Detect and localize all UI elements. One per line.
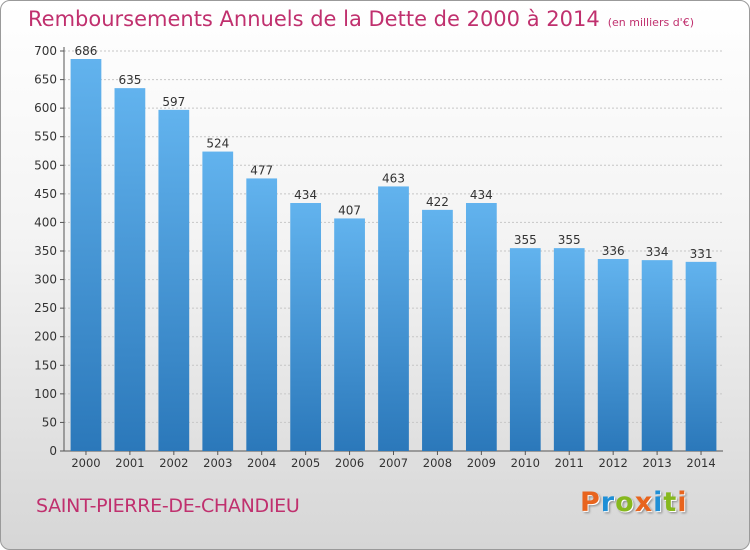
proxiti-logo: Proxiti [580,487,688,518]
y-tick-label: 700 [34,44,57,58]
chart-title-text: Remboursements Annuels de la Dette de 20… [28,7,600,31]
y-tick-label: 500 [34,158,57,172]
data-label: 524 [206,137,229,151]
x-tick-label: 2007 [379,456,408,470]
x-tick-label: 2012 [599,456,628,470]
logo-letter: t [663,487,678,518]
y-tick-label: 0 [49,444,57,458]
data-label: 434 [470,188,493,202]
bars [70,59,717,452]
bar [465,203,497,451]
y-tick-label: 100 [34,387,57,401]
x-tick-label: 2014 [686,456,715,470]
data-label: 336 [602,244,625,258]
bar [158,109,190,451]
bar [202,151,234,452]
y-tick-label: 650 [34,73,57,87]
data-label: 334 [646,245,669,259]
y-tick-label: 50 [42,415,57,429]
bar [70,59,102,451]
y-tick-label: 550 [34,130,57,144]
logo-letter: r [600,487,616,518]
y-tick-labels: 0 50 100 150 200 250 300 350 400 450 500 550 600 650 7… [34,44,57,458]
x-tick-label: 2006 [335,456,364,470]
bar [334,218,365,451]
x-tick-labels: 2000 2001 2002 2003 2004 2005 2006 2007 2008 2009… [71,456,715,470]
x-tick-label: 2008 [423,456,452,470]
data-labels: 686 635 597 524 477 434 407 463 422 434 355 355 336 3… [75,44,713,261]
y-tick-label: 200 [34,330,57,344]
data-label: 355 [514,233,537,247]
bar [290,203,322,451]
data-label: 331 [690,247,713,261]
logo-letter: P [580,487,601,518]
commune-name: SAINT-PIERRE-DE-CHANDIEU [36,495,300,517]
data-label: 422 [426,195,449,209]
data-label: 635 [118,73,141,87]
y-tick-label: 150 [34,358,57,372]
bar [641,260,673,451]
x-tick-label: 2009 [467,456,496,470]
data-label: 477 [250,163,273,177]
bar [509,248,541,451]
x-tick-label: 2001 [115,456,144,470]
x-tick-label: 2011 [555,456,584,470]
bar [378,186,409,451]
x-tick-label: 2002 [159,456,188,470]
x-tick-label: 2013 [642,456,671,470]
bar [114,88,146,452]
data-label: 355 [558,233,581,247]
data-label: 597 [162,95,185,109]
y-tick-label: 400 [34,215,57,229]
chart-title: Remboursements Annuels de la Dette de 20… [28,7,694,31]
y-tick-label: 300 [34,273,57,287]
bar [422,209,453,451]
logo-letter: x [634,487,654,518]
x-tick-label: 2010 [511,456,540,470]
y-tick-label: 600 [34,101,57,115]
data-label: 463 [382,171,405,185]
chart-title-unit: (en milliers d'€) [607,16,694,29]
data-label: 407 [338,203,361,217]
data-label: 434 [294,188,317,202]
bar [597,259,629,451]
logo-letter: i [677,487,688,518]
bar [553,248,585,451]
x-tick-label: 2003 [203,456,232,470]
logo-letter: o [615,487,635,518]
x-tick-label: 2000 [71,456,100,470]
x-tick-label: 2004 [247,456,276,470]
y-tick-label: 250 [34,301,57,315]
bar [246,178,278,451]
y-tick-label: 450 [34,187,57,201]
data-label: 686 [75,44,98,58]
logo-letter: i [653,487,664,518]
y-tick-label: 350 [34,244,57,258]
bar [685,261,717,451]
x-tick-label: 2005 [291,456,320,470]
